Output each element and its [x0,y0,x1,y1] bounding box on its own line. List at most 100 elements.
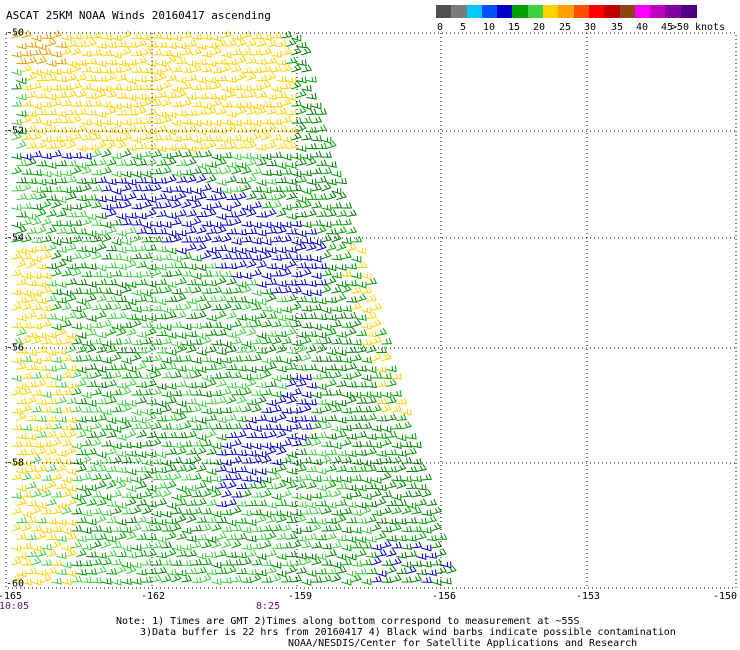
wind-barb [31,81,42,90]
wind-barb [126,281,137,289]
wind-barb [21,522,32,532]
wind-barb [81,200,92,209]
wind-barb [156,400,167,408]
wind-barb [271,391,282,398]
wind-barb [246,298,257,306]
wind-barb [266,106,277,115]
wind-barb [211,303,223,311]
wind-barb [16,57,28,65]
wind-barb [66,293,77,302]
wind-barb [151,354,163,362]
wind-barb [296,415,307,422]
wind-barb [261,489,272,498]
wind-barb [246,549,257,557]
wind-barb [356,430,368,438]
wind-barb [426,552,437,559]
wind-barb [416,517,427,525]
wind-barb [91,169,102,176]
wind-barb [161,64,172,73]
wind-barb [191,100,202,108]
wind-barb [271,101,282,108]
wind-barb [266,467,277,475]
wind-barb [61,220,72,227]
wind-barb [136,39,147,47]
wind-barb [221,442,232,450]
wind-barb [126,179,137,186]
wind-barb [381,471,392,481]
wind-barb [46,430,57,438]
wind-barb [221,489,232,498]
wind-barb [286,162,297,169]
wind-barb [176,400,187,408]
wind-barb [36,485,47,493]
scale-swatch [436,5,452,18]
wind-barb [241,526,252,534]
wind-barb [271,185,282,193]
wind-barb [166,128,177,136]
wind-barb [301,438,312,447]
wind-barb [111,352,122,362]
wind-barb [196,481,207,489]
wind-barb [176,365,187,372]
wind-barb [31,441,42,449]
wind-barb [341,321,352,329]
wind-barb [186,484,197,492]
wind-barb [136,158,148,166]
wind-barb [366,433,377,440]
wind-barb [151,220,162,228]
wind-barb [286,94,297,102]
wind-barb [341,526,352,534]
wind-barb [381,352,392,362]
wind-barb [231,238,242,246]
wind-barb [166,157,177,166]
wind-barb [106,480,117,489]
wind-barb [326,242,337,251]
wind-barb [101,472,112,481]
wind-barb [61,186,72,194]
wind-barb [281,477,292,484]
wind-barb [251,237,262,245]
scale-swatch [650,5,666,18]
wind-barb [126,429,137,438]
wind-barb [216,192,227,200]
wind-barb [366,396,377,404]
wind-barb [141,170,152,178]
wind-barb [201,119,212,127]
wind-barb [146,567,158,575]
wind-barb [266,515,277,523]
wind-barb [286,480,297,489]
scale-swatch [634,5,651,18]
wind-barb [121,148,132,158]
wind-barb [166,480,177,489]
wind-barb [241,220,252,228]
wind-barb [381,540,392,549]
wind-barb [11,82,23,90]
wind-barb [61,302,72,311]
wind-barb [111,558,123,566]
wind-barb [291,354,303,362]
wind-barb [146,227,157,235]
wind-barb [116,346,127,354]
wind-barb [246,366,257,374]
wind-barb [271,151,282,158]
wind-barb [351,574,362,583]
wind-barb [166,464,177,472]
wind-barb [266,482,277,490]
wind-barb [276,344,287,353]
wind-barb [376,346,388,353]
wind-barb [316,262,327,270]
wind-barb [276,264,287,271]
wind-barb [191,558,203,566]
wind-barb [171,199,182,209]
wind-barb [91,31,103,39]
wind-barb [411,506,422,515]
wind-barb [341,456,353,464]
wind-barb [246,398,257,406]
wind-barb [46,38,57,47]
wind-barb [216,464,227,472]
wind-barb [126,259,137,268]
wind-barb [276,429,287,438]
wind-barb [131,476,142,484]
wind-barb [311,437,322,447]
wind-barb [46,365,57,373]
